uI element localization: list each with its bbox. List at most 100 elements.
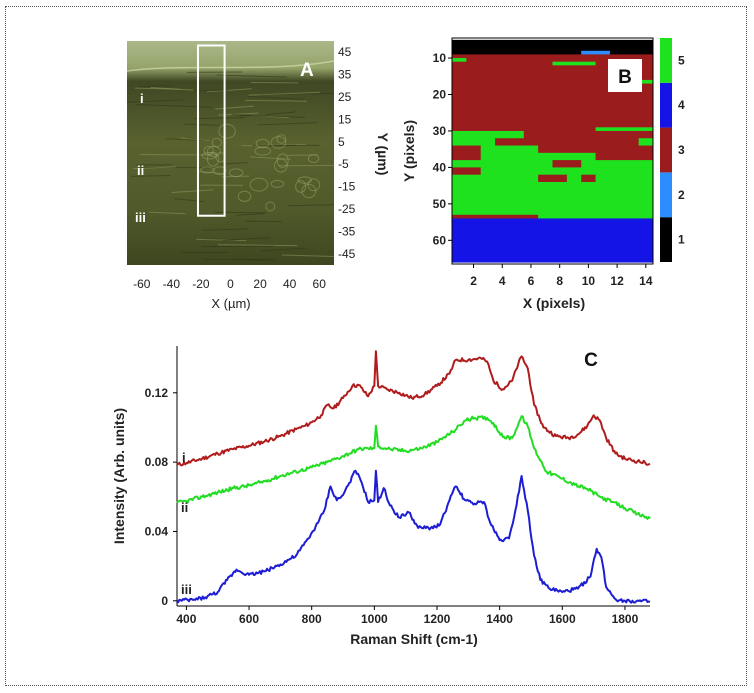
- heatmap-cell: [538, 214, 654, 219]
- colorbar-label: 5: [678, 53, 685, 67]
- tissue-streak: [138, 85, 170, 88]
- panel-b-y-ticks: 10 20 30 40 50 60: [433, 51, 452, 247]
- panel-b-y-tick-label: 20: [433, 88, 447, 102]
- panel-a-y-ticks: 45 35 25 15 5 -5 -15 -25 -35 -45: [338, 45, 356, 261]
- panel-a-y-tick-label: 45: [338, 45, 352, 59]
- panel-c-x-tick-label: 600: [239, 612, 259, 626]
- heatmap-cell: [480, 152, 596, 161]
- tissue-streak: [173, 198, 205, 203]
- panel-a-y-tick-label: 25: [338, 90, 352, 104]
- panel-b-x-tick-label: 4: [499, 274, 506, 288]
- tissue-streak: [250, 156, 291, 160]
- colorbar-label: 4: [678, 98, 685, 112]
- panel-a-y-tick-label: -25: [338, 202, 356, 216]
- heatmap-cell: [552, 54, 654, 59]
- heatmap-cell: [638, 138, 654, 146]
- heatmap-cells: [452, 39, 654, 263]
- tissue-streak: [165, 138, 204, 141]
- heatmap-cell: [452, 167, 482, 176]
- heatmap-cell: [480, 145, 539, 154]
- tissue-streak: [171, 189, 214, 193]
- heatmap-cell: [452, 61, 553, 66]
- heatmap-cell: [552, 61, 596, 66]
- tissue-streak: [248, 91, 320, 96]
- panel-c-spectra: 400 600 800 1000 1200 1400 1600 1800 00.040.080…: [111, 346, 651, 647]
- heatmap-cell: [581, 50, 611, 55]
- panel-a-y-tick-label: -35: [338, 224, 356, 238]
- tissue-streak: [196, 238, 247, 242]
- tissue-cell: [301, 183, 317, 199]
- panel-b-y-tick-label: 30: [433, 124, 447, 138]
- panel-a-letter: A: [300, 60, 314, 81]
- heatmap-cell: [595, 152, 654, 161]
- tissue-streak: [184, 123, 219, 126]
- tissue-streak: [215, 211, 267, 214]
- panel-a-y-tick-label: -15: [338, 180, 356, 194]
- tissue-streak: [216, 74, 287, 78]
- panel-b-y-tick-label: 10: [433, 51, 447, 65]
- heatmap-cell: [538, 145, 654, 154]
- panel-c-x-tick-label: 1800: [612, 612, 639, 626]
- figure-frame: [5, 6, 747, 686]
- tissue-streak: [221, 238, 248, 242]
- panel-a-x-axis-label: X (µm): [211, 296, 250, 311]
- heatmap-border: [451, 37, 654, 265]
- heatmap-cell: [452, 181, 654, 216]
- panel-a-x-tick-label: -20: [192, 277, 210, 291]
- panel-a-x-tick-label: 40: [283, 277, 297, 291]
- tissue-cell: [228, 168, 244, 178]
- panel-a-y-tick-label: 35: [338, 68, 352, 82]
- panel-a-x-tick-label: -40: [163, 277, 181, 291]
- tissue-cell: [211, 137, 223, 148]
- region-label-ii: ii: [137, 163, 144, 178]
- tissue-cell: [276, 134, 287, 144]
- tissue-cell: [307, 154, 320, 164]
- colorbar-label: 1: [678, 233, 685, 247]
- colorbar-segment: [660, 82, 672, 128]
- tissue-streak: [245, 99, 307, 102]
- panel-a-x-tick-label: 0: [227, 277, 234, 291]
- tissue-streak: [247, 237, 271, 240]
- colorbar-segment: [660, 172, 672, 218]
- panel-a-y-tick-label: 15: [338, 112, 352, 126]
- tissue-streak: [180, 137, 211, 142]
- spectrum-i: [176, 350, 651, 467]
- tissue-streak: [127, 99, 185, 103]
- spectra-series: [176, 350, 651, 604]
- panel-c-x-tick-label: 400: [176, 612, 196, 626]
- panel-c-x-tick-label: 800: [302, 612, 322, 626]
- tissue-streak: [287, 204, 335, 207]
- spectrum-iii: [176, 469, 651, 604]
- panel-b-y-axis-label: Y (pixels): [401, 120, 417, 182]
- panel-c-y-tick-label: 0.12: [145, 386, 169, 400]
- tissue-cell: [218, 123, 236, 139]
- tissue-streak: [218, 244, 298, 247]
- panel-a-x-tick-label: 20: [253, 277, 267, 291]
- tissue-streak: [257, 122, 317, 126]
- tissue-image: [127, 41, 334, 265]
- tissue-cell: [307, 178, 321, 192]
- panel-b-y-tick-label: 60: [433, 233, 447, 247]
- panel-b-x-tick-label: 2: [470, 274, 477, 288]
- panel-a-micrograph: A i ii iii -60 -40 -20 0 20 40 60 45 35 25 15 5 -5 -…: [126, 41, 391, 311]
- tissue-streak: [132, 166, 177, 170]
- heatmap-cell: [452, 39, 654, 52]
- tissue-cell: [237, 190, 252, 202]
- heatmap-cell: [452, 79, 640, 84]
- panel-b-x-tick-label: 8: [556, 274, 563, 288]
- tissue-streak: [231, 114, 306, 118]
- panel-b-x-ticks: 2 4 6 8 10 12 14: [470, 264, 653, 288]
- region-label-i: i: [140, 91, 144, 106]
- tissue-streak: [131, 175, 171, 177]
- tissue-cell: [200, 166, 214, 174]
- heatmap-cell: [452, 127, 596, 132]
- panel-c-x-axis-label: Raman Shift (cm-1): [350, 631, 478, 647]
- panel-a-x-tick-label: -60: [133, 277, 151, 291]
- tissue-streak: [140, 166, 213, 169]
- tissue-streak: [235, 213, 265, 216]
- tissue-streak: [265, 144, 297, 147]
- heatmap-cell: [452, 138, 496, 146]
- tissue-streak: [247, 95, 304, 100]
- tissue-streak: [150, 87, 194, 91]
